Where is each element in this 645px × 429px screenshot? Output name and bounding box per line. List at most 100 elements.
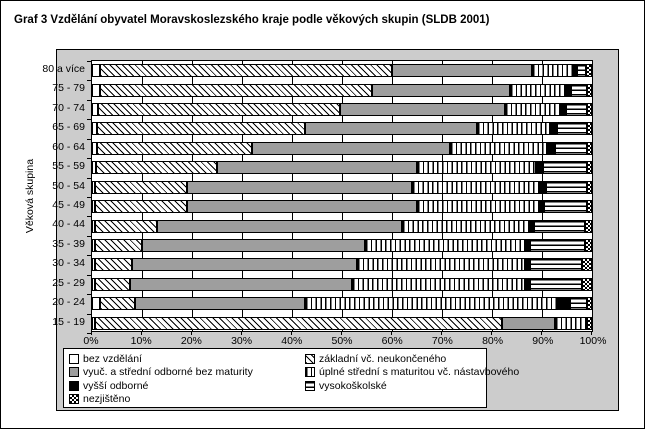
bar-segment-diagonal-hatch [98, 103, 340, 117]
bar-segment-diagonal-hatch [97, 141, 252, 155]
bar-segment-solid-black [547, 141, 555, 155]
y-axis-tick [87, 314, 91, 315]
x-axis-tick [291, 332, 292, 335]
x-axis-tick [591, 332, 592, 335]
legend-item: základní vč. neukončeného [305, 352, 519, 366]
bar-row-60-64 [92, 141, 592, 155]
bar-segment-solid-gray [252, 141, 450, 155]
y-axis-label: 30 - 34 [52, 257, 85, 270]
bar-segment-solid-gray [142, 239, 365, 253]
legend-swatch-vertical-stripes [305, 367, 315, 378]
bar-row-70-74 [92, 103, 592, 117]
x-axis-label: 20% [180, 335, 202, 347]
bar-row-35-39 [92, 239, 592, 253]
bar-row-25-29 [92, 277, 592, 291]
x-axis-tick [391, 332, 392, 335]
bar-segment-solid-gray [502, 316, 555, 330]
bar-segment-solid-gray [134, 297, 305, 311]
bar-segment-horizontal-stripes [543, 161, 587, 175]
bar-segment-diagonal-hatch [99, 297, 135, 311]
legend-swatch-solid-gray [69, 367, 79, 378]
bar-segment-diagonal-hatch [97, 122, 305, 136]
legend-swatch-checker [69, 394, 79, 405]
y-axis-tick [87, 119, 91, 120]
legend-swatch-horizontal-stripes [305, 380, 315, 391]
bar-segment-solid-white [92, 200, 95, 214]
y-axis-label: 15 - 19 [52, 315, 85, 328]
bar-row-20-24 [92, 297, 592, 311]
y-axis-tick [87, 61, 91, 62]
y-axis-tick [87, 178, 91, 179]
bar-segment-horizontal-stripes [554, 141, 587, 155]
gridline [492, 61, 493, 331]
legend-label: bez vzdělání [83, 352, 142, 365]
y-axis-label: 80 a více [42, 63, 85, 75]
bar-segment-solid-black [549, 122, 557, 136]
plot-area [87, 60, 593, 335]
y-axis-label: 35 - 39 [52, 237, 85, 250]
bar-segment-diagonal-hatch [95, 161, 217, 175]
y-axis-tick [87, 294, 91, 295]
legend-item: nezjištěno [69, 393, 305, 407]
gridline [342, 61, 343, 331]
bar-segment-solid-black [539, 180, 546, 194]
bar-segment-horizontal-stripes [529, 239, 585, 253]
x-axis-label: 30% [231, 335, 253, 347]
bar-segment-checker [584, 239, 592, 253]
bar-segment-vertical-stripes [304, 297, 557, 311]
bar-row-15-19 [92, 316, 592, 330]
legend-label: vyšší odborné [83, 379, 149, 392]
y-axis-tick [87, 255, 91, 256]
legend-item: úplné střední s maturitou vč. nástavbové… [305, 366, 519, 380]
bar-segment-solid-black [557, 297, 570, 311]
gridline [392, 61, 393, 331]
bar-segment-solid-black [573, 64, 577, 78]
bar-segment-horizontal-stripes [534, 219, 585, 233]
bar-row-50-54 [92, 180, 592, 194]
bar-segment-solid-gray [339, 103, 505, 117]
x-axis-tick [141, 332, 142, 335]
legend-label: základní vč. neukončeného [319, 352, 447, 365]
bar-segment-vertical-stripes [412, 180, 540, 194]
bar-segment-checker [587, 200, 592, 214]
bar-segment-solid-white [92, 161, 96, 175]
x-axis-tick [541, 332, 542, 335]
y-axis-tick [87, 139, 91, 140]
bar-segment-horizontal-stripes [529, 277, 582, 291]
bar-segment-vertical-stripes [417, 200, 539, 214]
bar-segment-vertical-stripes [402, 219, 530, 233]
bar-segment-checker [587, 316, 592, 330]
x-axis-tick [491, 332, 492, 335]
y-axis-tick [87, 275, 91, 276]
x-axis-label: 100% [579, 335, 607, 347]
gridline [542, 61, 543, 331]
x-axis-label: 80% [482, 335, 504, 347]
bar-segment-horizontal-stripes [544, 200, 587, 214]
chart-title: Graf 3 Vzdělání obyvatel Moravskoslezské… [14, 14, 490, 26]
x-axis-label: 70% [431, 335, 453, 347]
bar-segment-solid-gray [304, 122, 477, 136]
bar-segment-checker [587, 297, 592, 311]
legend-swatch-diagonal-hatch [305, 353, 315, 364]
bar-segment-checker [584, 219, 592, 233]
x-axis-tick [191, 332, 192, 335]
x-axis-labels: 0% 10% 20% 30% 40% 50% 60% 70% 80% 90% 100% [1, 335, 644, 349]
bar-segment-vertical-stripes [417, 161, 536, 175]
y-axis-tick [87, 158, 91, 159]
bar-row-65-69 [92, 122, 592, 136]
y-axis-label: 75 - 79 [52, 82, 85, 95]
bar-row-45-49 [92, 200, 592, 214]
bar-segment-vertical-stripes [477, 122, 550, 136]
bar-segment-solid-black [524, 239, 530, 253]
bar-segment-diagonal-hatch [95, 180, 187, 194]
bar-segment-horizontal-stripes [557, 122, 587, 136]
bar-segment-solid-white [92, 180, 95, 194]
bar-segment-vertical-stripes [449, 141, 547, 155]
y-axis-tick [87, 216, 91, 217]
legend-label: vyuč. a střední odborné bez maturity [83, 366, 253, 379]
bar-row-75-79 [92, 83, 592, 97]
bar-segment-solid-black [564, 83, 571, 97]
bar-segment-vertical-stripes [352, 277, 525, 291]
bar-segment-checker [587, 122, 592, 136]
legend: bez vzdělání základní vč. neukončeného vyu… [63, 348, 519, 408]
